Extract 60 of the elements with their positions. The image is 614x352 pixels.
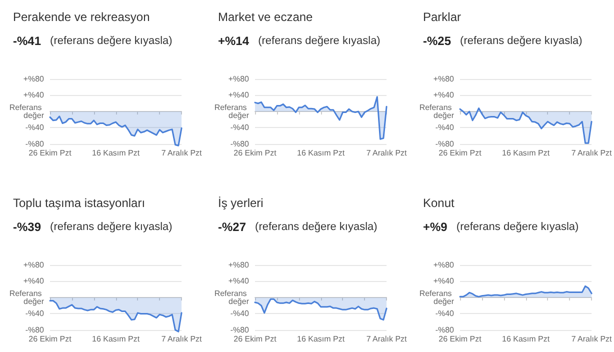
chart-title: Perakende ve rekreasyon [13,10,150,24]
y-tick-label: -%40 [435,123,455,132]
y-tick-label: -%40 [230,309,250,318]
x-tick-label: 26 Ekim Pzt [234,148,278,158]
chart-title: Toplu taşıma istasyonları [13,196,146,210]
x-tick-label: 7 Aralık Pzt [571,334,613,344]
y-tick-label: -%40 [435,309,455,318]
y-tick-label: Referans değer [419,288,454,306]
chart-subtitle: +%14 (referans değere kıyasla) [218,34,380,48]
y-tick-label: -%80 [435,325,455,334]
y-tick-label: Referans değer [419,102,454,120]
chart-title: Market ve eczane [218,10,314,24]
y-tick-label: -%40 [25,123,45,132]
chart-subtitle: -%39 (referans değere kıyasla) [13,220,172,234]
y-tick-label: +%40 [23,276,45,286]
x-tick-label: 16 Kasım Pzt [296,334,346,344]
y-tick-label: +%40 [228,276,250,286]
x-tick-label: 7 Aralık Pzt [161,334,203,344]
y-tick-label: Referans değer [9,102,44,120]
x-tick-label: 7 Aralık Pzt [161,148,203,158]
y-tick-label: +%40 [23,90,45,100]
y-tick-label: Referans değer [9,288,44,306]
x-tick-label: 26 Ekim Pzt [28,148,72,158]
y-tick-label: +%40 [433,276,455,286]
y-tick-label: +%80 [23,74,45,84]
y-tick-label: -%80 [435,139,455,148]
y-tick-label: +%80 [228,74,250,84]
x-tick-label: 26 Ekim Pzt [28,334,72,344]
chart-title: Konut [423,196,456,210]
chart-subtitle: -%25 (referans değere kıyasla) [423,34,582,48]
chart-subtitle: -%41 (referans değere kıyasla) [13,34,172,48]
y-tick-label: Referans değer [214,102,250,120]
x-tick-label: 7 Aralık Pzt [366,334,408,344]
x-tick-label: 16 Kasım Pzt [502,148,550,158]
y-tick-label: +%40 [433,90,455,100]
y-tick-label: -%80 [25,139,45,148]
y-tick-label: -%80 [25,325,45,334]
y-tick-label: Referans değer [214,288,250,306]
chart-subtitle: +%9 (referans değere kıyasla) [423,220,579,234]
y-tick-label: -%40 [230,123,250,132]
y-tick-label: +%80 [23,260,45,270]
chart-title: Parklar [423,10,462,24]
x-tick-label: 7 Aralık Pzt [366,148,408,158]
x-tick-label: 16 Kasım Pzt [502,334,550,344]
x-tick-label: 16 Kasım Pzt [92,148,140,158]
y-tick-label: +%80 [433,74,455,84]
x-tick-label: 16 Kasım Pzt [296,148,346,158]
y-tick-label: +%80 [433,260,455,270]
y-tick-label: +%40 [228,90,250,100]
chart-subtitle: -%27 (referans değere kıyasla) [218,220,378,234]
x-tick-label: 16 Kasım Pzt [92,334,140,344]
x-tick-label: 26 Ekim Pzt [438,334,482,344]
x-tick-label: 7 Aralık Pzt [571,148,613,158]
x-tick-label: 26 Ekim Pzt [234,334,278,344]
y-tick-label: -%40 [25,309,45,318]
x-tick-label: 26 Ekim Pzt [438,148,482,158]
y-tick-label: -%80 [230,139,250,148]
y-tick-label: -%80 [230,325,250,334]
chart-title: İş yerleri [218,196,264,210]
y-tick-label: +%80 [228,260,250,270]
